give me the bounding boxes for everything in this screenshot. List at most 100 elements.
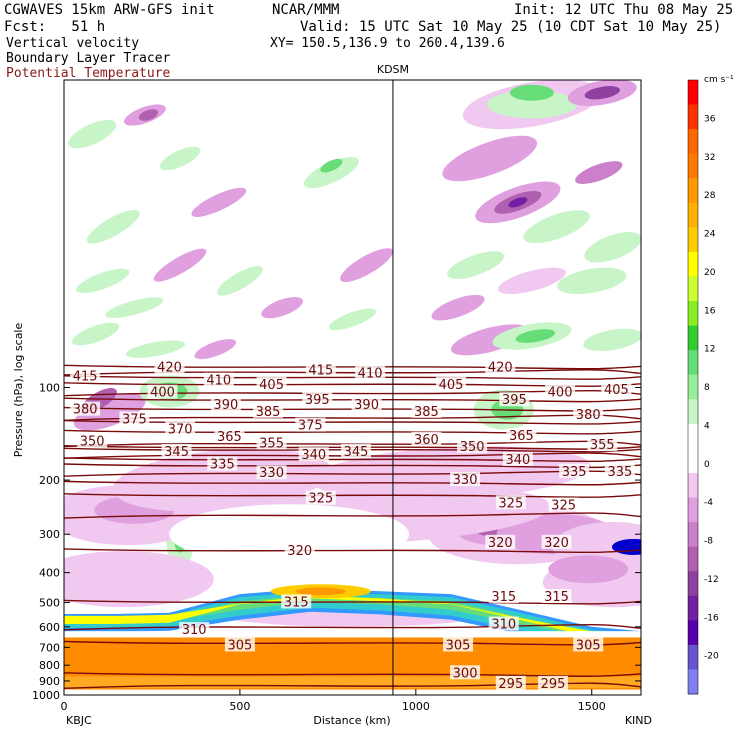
theta-contour-line bbox=[64, 457, 641, 463]
potential-temperature-labels: 415 420 415 410 420 410 405 400 405 400 405 390 395 3… bbox=[70, 359, 635, 692]
contour-label-bg bbox=[485, 359, 516, 374]
colorbar-swatch bbox=[688, 301, 698, 327]
contour-label: 405 bbox=[439, 378, 464, 393]
contour-label: 405 bbox=[259, 378, 284, 393]
contour-label: 355 bbox=[590, 438, 615, 453]
contour-label: 395 bbox=[502, 393, 527, 408]
contour-label-bg bbox=[305, 490, 336, 505]
bl-tracer-surface-band bbox=[64, 676, 641, 689]
contour-label: 310 bbox=[182, 623, 207, 638]
contour-label: 295 bbox=[498, 677, 523, 692]
colorbar-label: 24 bbox=[704, 230, 716, 240]
vertical-velocity-cell bbox=[486, 90, 577, 119]
contour-label: 335 bbox=[607, 465, 632, 480]
vertical-velocity-cell bbox=[194, 339, 237, 360]
vertical-velocity-cell bbox=[68, 119, 117, 149]
theta-contour-line bbox=[64, 512, 641, 519]
contour-label-bg bbox=[295, 417, 326, 432]
vertical-velocity-cell bbox=[584, 232, 641, 263]
vertical-velocity-field bbox=[64, 80, 641, 627]
theta-contour-line bbox=[64, 429, 641, 435]
colorbar-swatch bbox=[688, 644, 698, 670]
y-tick-label: 700 bbox=[39, 641, 60, 654]
contour-label-bg bbox=[207, 456, 238, 471]
contour-label: 350 bbox=[460, 440, 485, 455]
vertical-velocity-cell bbox=[261, 297, 303, 319]
bl-tracer-outer bbox=[64, 588, 641, 650]
colorbar-swatch bbox=[688, 448, 698, 474]
contour-label: 335 bbox=[210, 458, 235, 473]
colorbar-swatch bbox=[688, 202, 698, 228]
colorbar-swatch bbox=[688, 522, 698, 548]
vertical-velocity-cell bbox=[72, 322, 120, 346]
vertical-velocity-cell bbox=[523, 210, 590, 244]
colorbar-swatch bbox=[688, 669, 698, 695]
colorbar-label: -12 bbox=[704, 575, 719, 585]
vertical-velocity-cell bbox=[584, 86, 621, 100]
contour-label-bg bbox=[154, 359, 185, 374]
contour-label-bg bbox=[281, 594, 312, 609]
cross-section-coords: XY= 150.5,136.9 to 260.4,139.6 bbox=[270, 36, 505, 51]
contour-label: 400 bbox=[150, 386, 175, 401]
contour-label-bg bbox=[488, 588, 519, 603]
theta-contour-line bbox=[64, 364, 641, 370]
contour-label-bg bbox=[119, 411, 150, 426]
contour-label-bg bbox=[165, 421, 196, 436]
contour-label-bg bbox=[573, 637, 604, 652]
contour-label-bg bbox=[203, 372, 234, 387]
vertical-velocity-cell bbox=[191, 187, 247, 217]
bl-tracer-core bbox=[64, 595, 641, 642]
model-title: CGWAVES 15km ARW-GFS init bbox=[4, 2, 215, 18]
contour-label-bg bbox=[214, 429, 245, 444]
contour-label: 320 bbox=[544, 536, 569, 551]
contour-label: 415 bbox=[308, 363, 333, 378]
contour-label-bg bbox=[298, 447, 329, 462]
contour-label: 340 bbox=[505, 453, 530, 468]
plot-area: 415 420 415 410 420 410 405 400 405 400 405 390 395 3… bbox=[64, 80, 641, 695]
vertical-velocity-cell bbox=[76, 268, 130, 294]
contour-label: 305 bbox=[228, 638, 253, 653]
station-left-label: KBJC bbox=[66, 714, 92, 727]
y-axis-label: Pressure (hPa), log scale bbox=[12, 323, 25, 458]
x-tick-label: 500 bbox=[229, 700, 250, 713]
contour-label-bg bbox=[495, 495, 526, 510]
colorbar-label: -8 bbox=[704, 537, 713, 547]
vertical-velocity-cell bbox=[575, 161, 623, 184]
vertical-velocity-cell bbox=[153, 248, 207, 282]
vertical-velocity-cell bbox=[320, 158, 343, 173]
colorbar-label: 8 bbox=[704, 383, 710, 393]
colorbar-swatch bbox=[688, 227, 698, 253]
vertical-velocity-cell bbox=[557, 267, 627, 295]
colorbar-swatch bbox=[688, 399, 698, 425]
field-vertical-velocity: Vertical velocity bbox=[6, 36, 140, 51]
contour-label: 335 bbox=[562, 465, 587, 480]
vertical-velocity-cell bbox=[340, 248, 393, 283]
colorbar-swatch bbox=[688, 153, 698, 179]
vertical-velocity-cell bbox=[498, 267, 566, 295]
y-tick-label: 200 bbox=[39, 474, 60, 487]
contour-label: 325 bbox=[498, 496, 523, 511]
theta-contour-line bbox=[64, 419, 641, 425]
contour-label: 315 bbox=[544, 590, 569, 605]
contour-label-bg bbox=[210, 396, 241, 411]
vertical-velocity-cell bbox=[515, 329, 556, 343]
y-tick-label: 800 bbox=[39, 659, 60, 672]
contour-label-bg bbox=[302, 392, 333, 407]
contour-label-bg bbox=[70, 368, 101, 383]
contour-label: 370 bbox=[168, 423, 193, 438]
colorbar-swatch bbox=[688, 129, 698, 155]
contour-label-bg bbox=[411, 403, 442, 418]
contour-label-bg bbox=[256, 376, 287, 391]
contour-label: 320 bbox=[488, 536, 513, 551]
colorbar-label: -4 bbox=[704, 498, 713, 508]
vertical-velocity-cell bbox=[509, 84, 554, 101]
contour-label-bg bbox=[488, 616, 519, 631]
field-potential-temperature: Potential Temperature bbox=[6, 66, 171, 81]
vertical-velocity-cell bbox=[105, 297, 164, 318]
station-mid-label: KDSM bbox=[377, 63, 409, 76]
y-tick-label: 900 bbox=[39, 675, 60, 688]
contour-label: 345 bbox=[344, 445, 369, 460]
colorbar-swatch bbox=[688, 497, 698, 523]
